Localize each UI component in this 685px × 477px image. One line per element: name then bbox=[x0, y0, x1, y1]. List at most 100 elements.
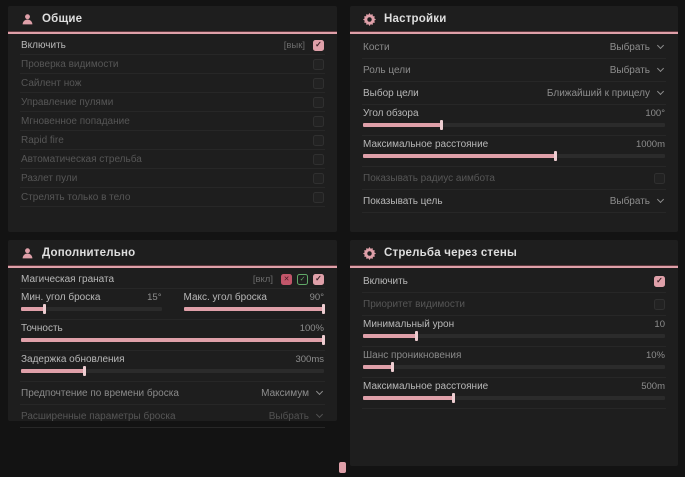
min-damage-slider[interactable] bbox=[363, 331, 665, 341]
checkbox[interactable]: ✓ bbox=[654, 275, 665, 287]
red-toggle-icon[interactable]: ✕ bbox=[281, 273, 292, 285]
slider-thumb[interactable] bbox=[322, 335, 325, 345]
checkbox[interactable]: ✓ bbox=[313, 96, 324, 108]
checkbox[interactable]: ✓ bbox=[654, 298, 665, 310]
checkbox[interactable]: ✓ bbox=[313, 273, 324, 285]
accuracy-slider[interactable] bbox=[21, 335, 325, 345]
bottom-marker-icon bbox=[339, 462, 346, 473]
setting-label: Шанс проникновения bbox=[363, 350, 462, 361]
setting-label: Мгновенное попадание bbox=[21, 115, 130, 127]
slider-thumb[interactable] bbox=[391, 362, 395, 372]
chevron-down-icon bbox=[656, 64, 665, 73]
slider-value: 100° bbox=[645, 108, 665, 119]
slider-fill bbox=[363, 120, 443, 130]
setting-row-target-selection: Выбор цели Ближайший к прицелу bbox=[362, 82, 666, 105]
checkbox[interactable]: ✓ bbox=[313, 191, 324, 203]
throw-angle-row: Мин. угол броска 15° Макс. угол броска 9… bbox=[20, 289, 325, 320]
slider-thumb[interactable] bbox=[415, 331, 419, 341]
checkbox[interactable]: ✓ bbox=[313, 39, 324, 51]
hotkey-label: [вык] bbox=[283, 39, 305, 51]
setting-label: Точность bbox=[21, 323, 63, 334]
setting-label: Управление пулями bbox=[21, 96, 114, 108]
gear-icon bbox=[363, 246, 376, 260]
setting-label: Максимальное расстояние bbox=[363, 139, 489, 150]
slider-thumb[interactable] bbox=[82, 366, 86, 376]
max-throw-angle-slider[interactable] bbox=[183, 304, 325, 314]
slider-fill bbox=[363, 362, 395, 372]
setting-row-advanced-throw-params: Расширенные параметры броска Выбрать bbox=[20, 405, 325, 428]
max-distance-slider[interactable] bbox=[363, 151, 665, 161]
throw-time-dropdown[interactable]: Максимум bbox=[259, 386, 324, 401]
row-controls: [вык] ✓ bbox=[283, 39, 324, 51]
check-icon: ✓ bbox=[656, 276, 663, 285]
slider-thumb[interactable] bbox=[322, 304, 325, 314]
target-selection-dropdown[interactable]: Ближайший к прицелу bbox=[545, 86, 665, 101]
green-toggle-icon[interactable]: ✓ bbox=[297, 273, 308, 285]
checkbox[interactable]: ✓ bbox=[313, 172, 324, 184]
setting-row-rapid-fire: Rapid fire ✓ bbox=[20, 131, 325, 150]
target-role-dropdown[interactable]: Выбрать bbox=[608, 63, 665, 78]
setting-label: Кости bbox=[363, 41, 390, 53]
check-icon: ✓ bbox=[315, 274, 322, 283]
panel-general-rows: Включить [вык] ✓ Проверка видимости ✓ Са… bbox=[8, 34, 337, 207]
setting-row-max-throw-angle: Макс. угол броска 90° bbox=[183, 289, 325, 319]
advanced-throw-dropdown[interactable]: Выбрать bbox=[267, 409, 324, 424]
max-distance-slider[interactable] bbox=[363, 393, 665, 403]
panel-title: Стрельба через стены bbox=[384, 247, 518, 259]
slider-labels: Угол обзора 100° bbox=[363, 108, 665, 119]
panel-additional-header: Дополнительно bbox=[8, 240, 337, 268]
setting-row-target-role: Роль цели Выбрать bbox=[362, 59, 666, 82]
slider-thumb[interactable] bbox=[451, 393, 455, 403]
setting-label: Минимальный урон bbox=[363, 319, 455, 330]
setting-row-max-distance: Максимальное расстояние 1000m bbox=[362, 136, 666, 167]
setting-row-show-aimbot-radius: Показывать радиус аимбота ✓ bbox=[362, 167, 666, 190]
setting-row-silent-knife: Сайлент нож ✓ bbox=[20, 74, 325, 93]
chevron-down-icon bbox=[315, 387, 324, 396]
slider-thumb[interactable] bbox=[554, 151, 558, 161]
setting-row-bullet-control: Управление пулями ✓ bbox=[20, 93, 325, 112]
chevron-down-icon bbox=[315, 410, 324, 419]
setting-label: Задержка обновления bbox=[21, 354, 125, 365]
setting-row-show-target: Показывать цель Выбрать bbox=[362, 190, 666, 213]
show-target-dropdown[interactable]: Выбрать bbox=[608, 194, 665, 209]
checkbox[interactable]: ✓ bbox=[313, 134, 324, 146]
slider-labels: Мин. угол броска 15° bbox=[21, 292, 162, 303]
slider-fill bbox=[183, 304, 325, 314]
setting-row-enable: Включить [вык] ✓ bbox=[20, 36, 325, 55]
checkbox[interactable]: ✓ bbox=[313, 153, 324, 165]
dropdown-value: Выбрать bbox=[609, 195, 650, 207]
fov-slider[interactable] bbox=[363, 120, 665, 130]
panel-walls-header: Стрельба через стены bbox=[350, 240, 678, 268]
setting-label: Сайлент нож bbox=[21, 77, 82, 89]
slider-thumb[interactable] bbox=[439, 120, 443, 130]
penetration-chance-slider[interactable] bbox=[363, 362, 665, 372]
min-throw-angle-slider[interactable] bbox=[21, 304, 162, 314]
chevron-down-icon bbox=[656, 41, 665, 50]
slider-fill bbox=[21, 335, 325, 345]
setting-row-accuracy: Точность 100% bbox=[20, 320, 325, 351]
slider-value: 90° bbox=[309, 292, 324, 303]
bones-dropdown[interactable]: Выбрать bbox=[608, 40, 665, 55]
setting-row-max-distance: Максимальное расстояние 500m bbox=[362, 378, 666, 409]
dropdown-value: Выбрать bbox=[609, 41, 650, 53]
slider-fill bbox=[363, 331, 419, 341]
checkbox[interactable]: ✓ bbox=[313, 58, 324, 70]
panel-general-header: Общие bbox=[8, 6, 337, 34]
slider-fill bbox=[363, 393, 455, 403]
slider-labels: Задержка обновления 300ms bbox=[21, 354, 324, 365]
slider-value: 10% bbox=[645, 350, 665, 361]
setting-label: Показывать радиус аимбота bbox=[363, 172, 495, 184]
checkbox[interactable]: ✓ bbox=[654, 172, 665, 184]
setting-row-enable: Включить ✓ bbox=[362, 270, 666, 293]
setting-row-magic-grenade: Магическая граната [вкл] ✕ ✓ ✓ bbox=[20, 270, 325, 289]
checkbox[interactable]: ✓ bbox=[313, 115, 324, 127]
panel-settings: Настройки Кости Выбрать Роль цели Выбрат… bbox=[350, 6, 678, 232]
dropdown-value: Выбрать bbox=[609, 64, 650, 76]
slider-value: 300ms bbox=[295, 354, 324, 365]
update-delay-slider[interactable] bbox=[21, 366, 324, 376]
slider-value: 500m bbox=[641, 381, 665, 392]
setting-row-penetration-chance: Шанс проникновения 10% bbox=[362, 347, 666, 378]
checkbox[interactable]: ✓ bbox=[313, 77, 324, 89]
slider-thumb[interactable] bbox=[42, 304, 46, 314]
dropdown-value: Выбрать bbox=[268, 410, 309, 422]
